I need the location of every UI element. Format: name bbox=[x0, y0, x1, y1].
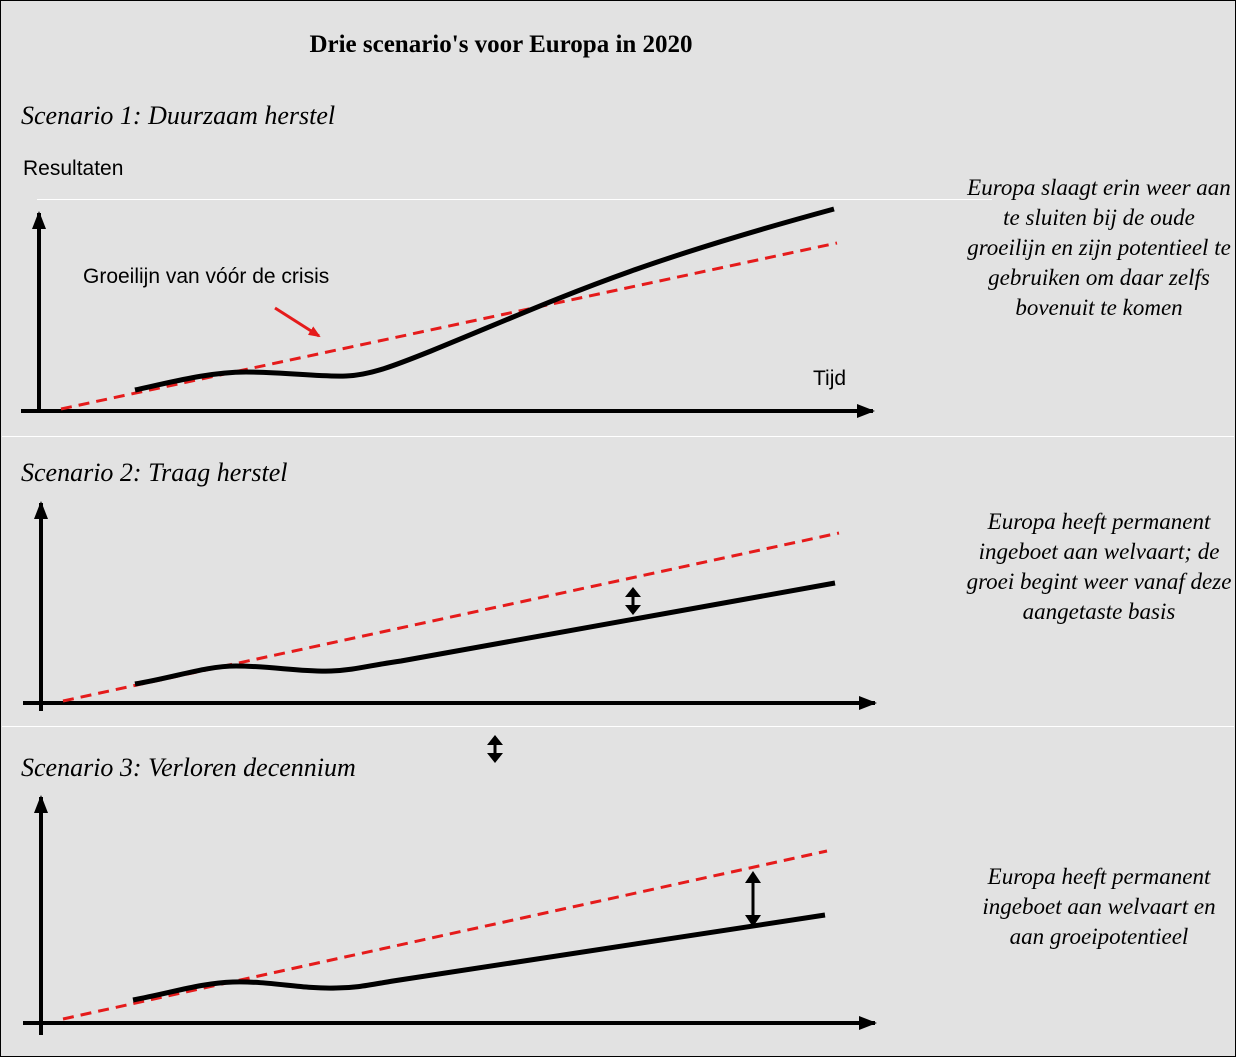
pre-crisis-trend-line bbox=[62, 849, 828, 1021]
pre-crisis-trend-line bbox=[60, 241, 838, 411]
y-axis-label: Resultaten bbox=[23, 157, 123, 180]
scenario-3-title: Scenario 3: Verloren decennium bbox=[21, 753, 356, 782]
scenario-2-title: Scenario 2: Traag herstel bbox=[21, 458, 288, 487]
scenario-2-description: Europa heeft permanent ingeboet aan welv… bbox=[966, 509, 1232, 624]
section-divider bbox=[2, 726, 1234, 727]
scenario-3-description: Europa heeft permanent ingeboet aan welv… bbox=[982, 864, 1216, 949]
annotation-arrow bbox=[274, 306, 321, 338]
actual-growth-path bbox=[134, 206, 835, 393]
gap-arrow-large bbox=[745, 871, 761, 927]
guide-line bbox=[37, 199, 992, 200]
actual-growth-path bbox=[132, 912, 826, 1003]
figure-title: Drie scenario's voor Europa in 2020 bbox=[309, 31, 693, 58]
scenario-3-chart bbox=[23, 735, 877, 1035]
gap-arrow bbox=[487, 735, 503, 763]
actual-growth-path bbox=[134, 580, 836, 687]
scenario-1-description: Europa slaagt erin weer aan te sluiten b… bbox=[967, 175, 1231, 320]
scenario-1-title: Scenario 1: Duurzaam herstel bbox=[21, 101, 336, 130]
scenario-2-chart bbox=[23, 501, 877, 711]
gap-arrow bbox=[625, 587, 641, 615]
x-axis-label: Tijd bbox=[813, 367, 846, 390]
scenario-1-chart: Resultaten Groeilijn van vóór de crisis … bbox=[21, 157, 875, 418]
section-divider bbox=[2, 436, 1234, 437]
trend-annotation: Groeilijn van vóór de crisis bbox=[83, 265, 329, 288]
